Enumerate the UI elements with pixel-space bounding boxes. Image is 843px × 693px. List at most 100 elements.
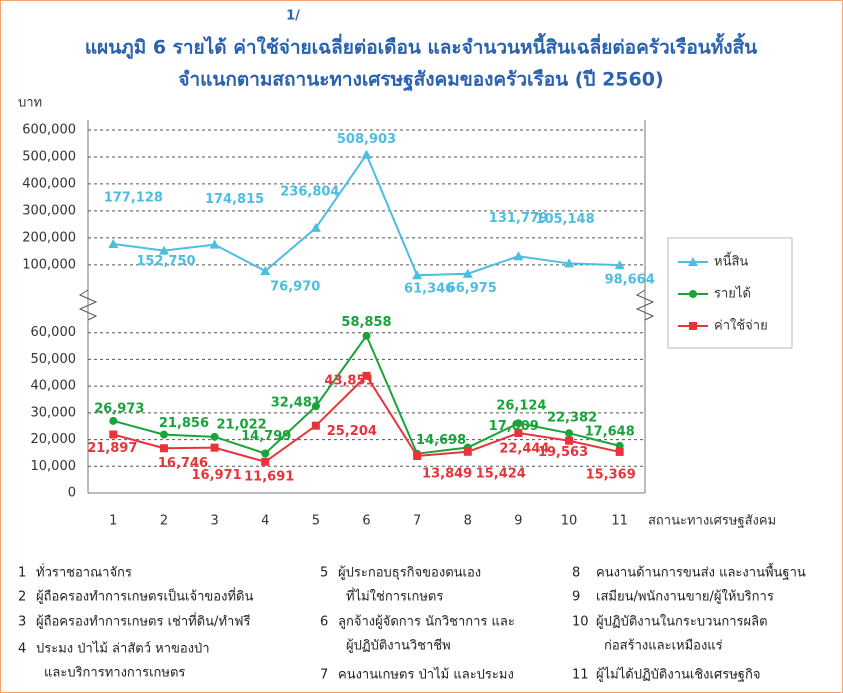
marker [261,457,270,466]
y-tick-label: 400,000 [22,176,76,191]
marker [311,421,320,430]
data-label: 174,815 [205,192,264,207]
data-label: 43,851 [324,373,374,388]
x-tick-label: 3 [210,514,218,529]
marker [109,416,118,425]
axis-break [635,289,655,321]
x-tick-label: 1 [109,514,117,529]
marker [210,443,219,452]
marker [564,258,575,268]
x-tick-label: 7 [413,514,421,529]
note-text: ก่อสร้างและเหมืองแร่ [604,638,723,654]
marker [362,371,371,380]
y-tick-label: 60,000 [31,325,77,340]
marker [413,451,422,460]
y-tick-label: 30,000 [31,405,77,420]
marker [513,251,524,261]
legend-label: รายได้ [714,286,751,302]
y-axis-label: บาท [18,96,42,111]
y-tick-label: 100,000 [22,257,76,272]
note-text: ที่ไม่ใช่การเกษตร [346,588,443,605]
data-label: 177,128 [104,191,163,206]
data-label: 236,804 [280,184,339,199]
note-number: 4 [18,642,26,657]
marker [261,449,270,458]
marker [209,239,220,249]
note-text: ประมง ป่าไม้ ล่าสัตว์ หาของป่า [36,641,210,657]
data-label: 16,971 [192,468,242,483]
x-tick-label: 5 [312,514,320,529]
y-tick-label: 300,000 [22,203,76,218]
note-number: 11 [572,668,589,683]
marker [689,322,697,330]
data-label: 17,009 [489,419,539,434]
note-number: 8 [572,566,580,581]
note-text: ทั่วราชอาณาจักร [36,564,132,581]
data-label: 22,382 [547,411,597,426]
x-tick-label: 2 [160,514,168,529]
axis-break [78,289,98,321]
title-note: 1/ [286,9,300,24]
data-label: 26,973 [94,401,144,416]
marker [310,222,321,232]
chart-title: แผนภูมิ 6 รายได้ ค่าใช้จ่ายเฉลี่ยต่อเดือ… [85,33,757,60]
note-number: 1 [18,566,26,581]
note-number: 7 [320,668,328,683]
marker [260,266,271,276]
marker [463,447,472,456]
legend-label: ค่าใช้จ่าย [714,318,768,334]
data-label: 21,022 [217,417,267,432]
note-text: ผู้ถือครองทำการเกษตร เช่าที่ดิน/ทำฟรี [36,613,251,630]
note-text: ผู้ประกอบธุรกิจของตนเอง [338,566,481,581]
data-label: 22,444 [499,442,549,457]
x-tick-label: 6 [362,514,370,529]
marker [362,331,371,340]
note-text: ลูกจ้างผู้จัดการ นักวิชาการ และ [338,615,515,630]
data-label: 76,970 [270,280,320,295]
y-tick-label: 50,000 [31,352,77,367]
data-label: 26,124 [496,399,546,414]
note-text: ผู้ปฏิบัติงานวิชาชีพ [346,638,451,654]
y-tick-label: 600,000 [22,123,76,138]
note-number: 9 [572,590,580,605]
marker [514,429,523,438]
data-label: 105,148 [535,212,594,227]
data-label: 16,746 [158,456,208,471]
note-number: 2 [18,590,26,605]
y-tick-label: 500,000 [22,149,76,164]
data-label: 15,424 [476,466,526,481]
data-label: 14,799 [241,429,291,444]
note-text: ผู้ปฏิบัติงานในกระบวนการผลิต [596,614,768,630]
x-tick-label: 4 [261,514,269,529]
marker [615,447,624,456]
note-number: 5 [320,566,328,581]
y-tick-label: 20,000 [31,432,77,447]
marker [688,257,698,266]
marker [159,430,168,439]
marker [689,290,697,298]
y-tick-label: 40,000 [31,379,77,394]
marker [514,419,523,428]
marker [412,270,423,280]
data-label: 21,856 [159,416,209,431]
marker [108,239,119,249]
x-tick-label: 10 [561,514,578,529]
x-tick-label: 8 [464,514,472,529]
data-label: 32,481 [271,396,321,411]
note-number: 10 [572,615,589,630]
data-label: 66,975 [447,281,497,296]
data-label: 11,691 [244,469,294,484]
data-label: 17,648 [585,424,635,439]
y-tick-label: 10,000 [31,459,77,474]
marker [615,441,624,450]
data-label: 61,346 [404,282,454,297]
marker [614,260,625,270]
x-axis-label: สถานะทางเศรษฐสังคม [648,514,776,529]
marker [109,430,118,439]
note-text: ผู้ถือครองทำการเกษตรเป็นเจ้าของที่ดิน [36,587,253,605]
marker [565,436,574,445]
data-label: 14,698 [416,433,466,448]
chart-subtitle: จำแนกตามสถานะทางเศรษฐสังคมของครัวเรือน (… [178,69,663,93]
data-label: 19,563 [538,445,588,460]
